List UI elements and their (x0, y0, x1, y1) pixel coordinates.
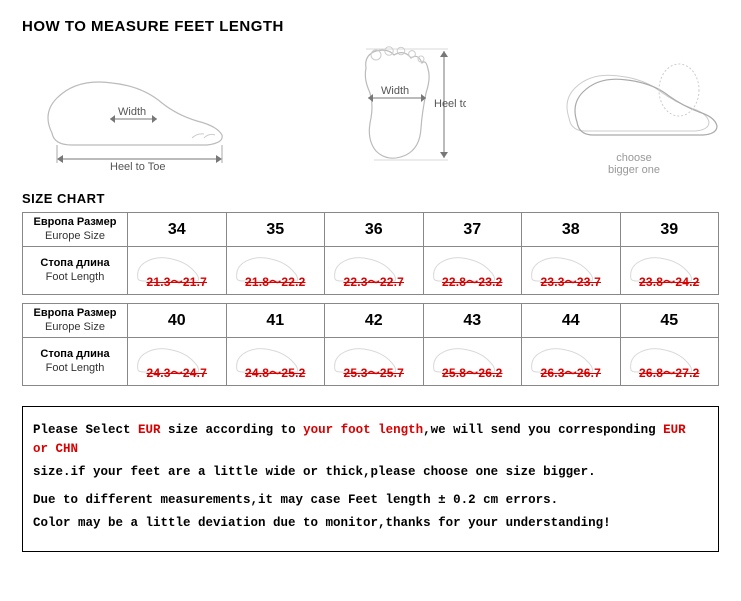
diagram-side-foot: Width Heel to Toe (22, 43, 242, 173)
size-cell: 41 (226, 304, 325, 338)
foot-length-cell: 22.3～22.7 (325, 247, 424, 295)
notice-line-2: size.if your feet are a little wide or t… (33, 463, 708, 482)
page-title: HOW TO MEASURE FEET LENGTH (22, 18, 719, 35)
size-cell: 35 (226, 213, 325, 247)
foot-length-cell: 24.8～25.2 (226, 338, 325, 386)
notice-line-3: Due to different measurements,it may cas… (33, 491, 708, 510)
foot-length-header: Стопа длина Foot Length (23, 338, 128, 386)
foot-length-cell: 24.3～24.7 (128, 338, 227, 386)
heel-to-toe-label: Heel to Toe (110, 161, 165, 173)
size-chart-table-1: Европа Размер Europe Size 34 35 36 37 38… (22, 212, 719, 295)
size-cell: 39 (620, 213, 719, 247)
measurement-diagrams: Width Heel to Toe Width (22, 43, 719, 173)
size-cell: 43 (423, 304, 522, 338)
notice-box: Please Select EUR size according to your… (22, 406, 719, 552)
size-chart-title: SIZE CHART (22, 191, 719, 206)
foot-length-cell: 25.3～25.7 (325, 338, 424, 386)
size-cell: 34 (128, 213, 227, 247)
size-cell: 42 (325, 304, 424, 338)
width-label: Width (118, 106, 146, 118)
svg-text:Heel to Toe: Heel to Toe (434, 98, 466, 110)
foot-length-header: Стопа длина Foot Length (23, 247, 128, 295)
foot-length-cell: 21.8～22.2 (226, 247, 325, 295)
size-cell: 44 (522, 304, 621, 338)
europe-size-header: Европа Размер Europe Size (23, 213, 128, 247)
europe-size-header: Европа Размер Europe Size (23, 304, 128, 338)
size-chart-table-2: Европа Размер Europe Size 40 41 42 43 44… (22, 303, 719, 386)
choose-bigger-label: choosebigger one (549, 152, 719, 176)
foot-length-cell: 26.8～27.2 (620, 338, 719, 386)
svg-text:Width: Width (381, 85, 409, 97)
foot-length-cell: 21.3～21.7 (128, 247, 227, 295)
size-cell: 38 (522, 213, 621, 247)
table-row: Стопа длина Foot Length 21.3～21.7 21.8～2… (23, 247, 719, 295)
notice-line-1: Please Select EUR size according to your… (33, 421, 708, 459)
foot-length-cell: 23.3～23.7 (522, 247, 621, 295)
table-row: Европа Размер Europe Size 40 41 42 43 44… (23, 304, 719, 338)
notice-line-4: Color may be a little deviation due to m… (33, 514, 708, 533)
diagram-footprint: Width Heel to Toe (326, 43, 466, 173)
diagram-two-feet: choosebigger one (549, 40, 719, 176)
size-cell: 40 (128, 304, 227, 338)
table-row: Европа Размер Europe Size 34 35 36 37 38… (23, 213, 719, 247)
size-cell: 36 (325, 213, 424, 247)
size-cell: 37 (423, 213, 522, 247)
foot-length-cell: 26.3～26.7 (522, 338, 621, 386)
foot-length-cell: 22.8～23.2 (423, 247, 522, 295)
table-row: Стопа длина Foot Length 24.3～24.7 24.8～2… (23, 338, 719, 386)
foot-length-cell: 23.8～24.2 (620, 247, 719, 295)
size-cell: 45 (620, 304, 719, 338)
foot-length-cell: 25.8～26.2 (423, 338, 522, 386)
